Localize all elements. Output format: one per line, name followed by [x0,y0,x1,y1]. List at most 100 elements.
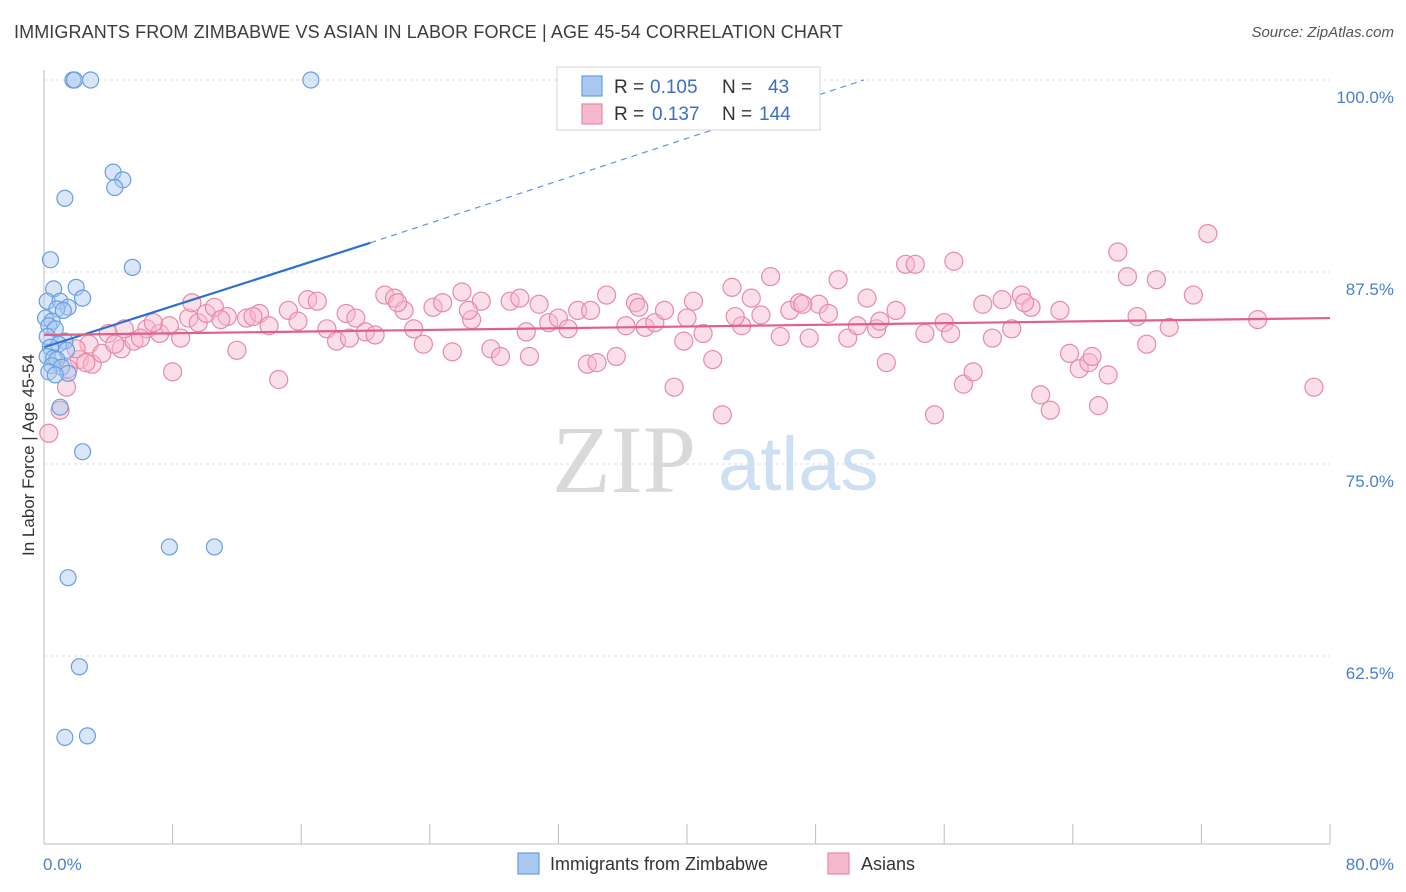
asians-point-134 [725,306,745,327]
series-label-asians: Asians [861,854,915,874]
asians-point-115 [1159,317,1179,337]
asians-point-38 [413,334,433,354]
asians-point-13 [163,362,183,382]
zimbabwe-point-37 [160,538,178,556]
asians-point-123 [130,328,151,348]
asians-point-50 [529,294,549,314]
zimbabwe-point-42 [78,727,97,745]
y-axis-label: In Labor Force | Age 45-54 [19,354,38,556]
zimbabwe-point-1 [65,71,84,89]
source-note: Source: ZipAtlas.com [1251,24,1394,41]
asians-point-11 [159,316,179,336]
asians-point-52 [548,308,569,328]
zimbabwe-point-10 [67,278,85,296]
asians-point-23 [269,369,289,390]
asians-point-63 [654,300,675,320]
asians-point-48 [510,288,530,308]
legend-r-label-2: R = [614,104,644,125]
asians-point-31 [346,308,366,328]
asians-point-12 [171,328,191,348]
zimbabwe-point-35 [51,398,69,416]
x-tick-min: 0.0% [43,855,82,874]
legend-r-value-1: 0.105 [650,77,698,98]
asians-point-81 [828,270,848,290]
axes [43,70,1331,845]
asians-points [39,224,1324,443]
y-tick-labels: 100.0% 87.5% 75.0% 62.5% [1336,88,1394,683]
asians-point-26 [298,290,318,310]
asians-point-20 [236,308,257,328]
asians-point-125 [211,310,231,330]
zimbabwe-point-6 [106,178,124,197]
series-swatch-asians [827,852,850,875]
y-tick-label-2: 75.0% [1346,472,1394,491]
asians-point-91 [924,405,945,425]
asians-point-111 [1117,267,1138,287]
asians-point-27 [307,291,327,311]
legend-n-label-1: N = [722,77,752,98]
asians-point-25 [288,311,308,331]
asians-point-114 [1146,270,1166,290]
zimbabwe-point-36 [73,443,92,461]
asians-point-78 [799,328,819,348]
asians-point-88 [896,254,916,274]
zimbabwe-trend-line [43,241,371,349]
zimbabwe-point-39 [59,569,77,587]
asians-point-119 [1304,377,1324,397]
asians-point-136 [870,311,890,331]
asians-point-0 [39,423,59,443]
asians-point-8 [82,354,102,374]
asians-point-116 [1183,285,1203,305]
asians-point-39 [423,297,443,317]
zimbabwe-point-40 [70,658,88,676]
asians-point-127 [339,328,360,348]
asians-point-37 [404,319,424,339]
bottom-legend: Immigrants from Zimbabwe Asians [517,852,915,875]
asians-trend-line [43,316,1331,337]
zimbabwe-point-41 [56,728,74,747]
zimbabwe-point-7 [56,189,74,207]
asians-point-143 [143,313,163,333]
legend-n-label-2: N = [722,104,752,125]
legend-n-value-2: 144 [759,104,791,125]
asians-point-45 [481,339,501,359]
asians-point-68 [703,349,723,370]
y-tick-label-3: 62.5% [1346,664,1394,683]
zimbabwe-points [37,71,320,747]
asians-point-96 [973,294,993,314]
zimbabwe-point-8 [41,251,60,269]
asians-point-57 [597,285,617,305]
legend-r-value-2: 0.137 [652,104,700,125]
watermark: ZIP atlas [552,406,879,513]
legend-r-label-1: R = [614,77,644,98]
asians-point-86 [876,353,896,373]
asians-point-102 [1031,385,1051,405]
asians-point-130 [516,322,536,342]
watermark-atlas: atlas [718,422,879,507]
legend-n-value-1: 43 [768,77,789,98]
asians-point-49 [519,346,540,367]
asians-point-128 [388,293,408,313]
asians-point-97 [982,328,1003,348]
asians-point-110 [1108,242,1128,262]
zimbabwe-point-9 [123,258,142,276]
asians-point-87 [886,300,906,320]
asians-point-141 [76,353,96,373]
asians-point-14 [179,308,199,328]
asians-point-131 [580,300,601,320]
asians-point-75 [770,326,790,347]
asians-point-19 [227,340,247,360]
legend-box: R = 0.105 N = 43 R = 0.137 N = 144 [556,66,821,131]
asians-point-99 [1002,319,1022,339]
asians-point-22 [259,316,279,336]
chart-title: IMMIGRANTS FROM ZIMBABWE VS ASIAN IN LAB… [14,22,843,42]
asians-point-33 [365,325,385,345]
asians-point-133 [677,308,697,328]
asians-point-69 [712,405,732,425]
series-label-zimbabwe: Immigrants from Zimbabwe [550,854,768,874]
asians-point-142 [105,334,125,354]
y-tick-label-0: 100.0% [1336,88,1394,107]
asians-point-67 [693,323,713,344]
zimbabwe-point-3 [302,71,320,89]
